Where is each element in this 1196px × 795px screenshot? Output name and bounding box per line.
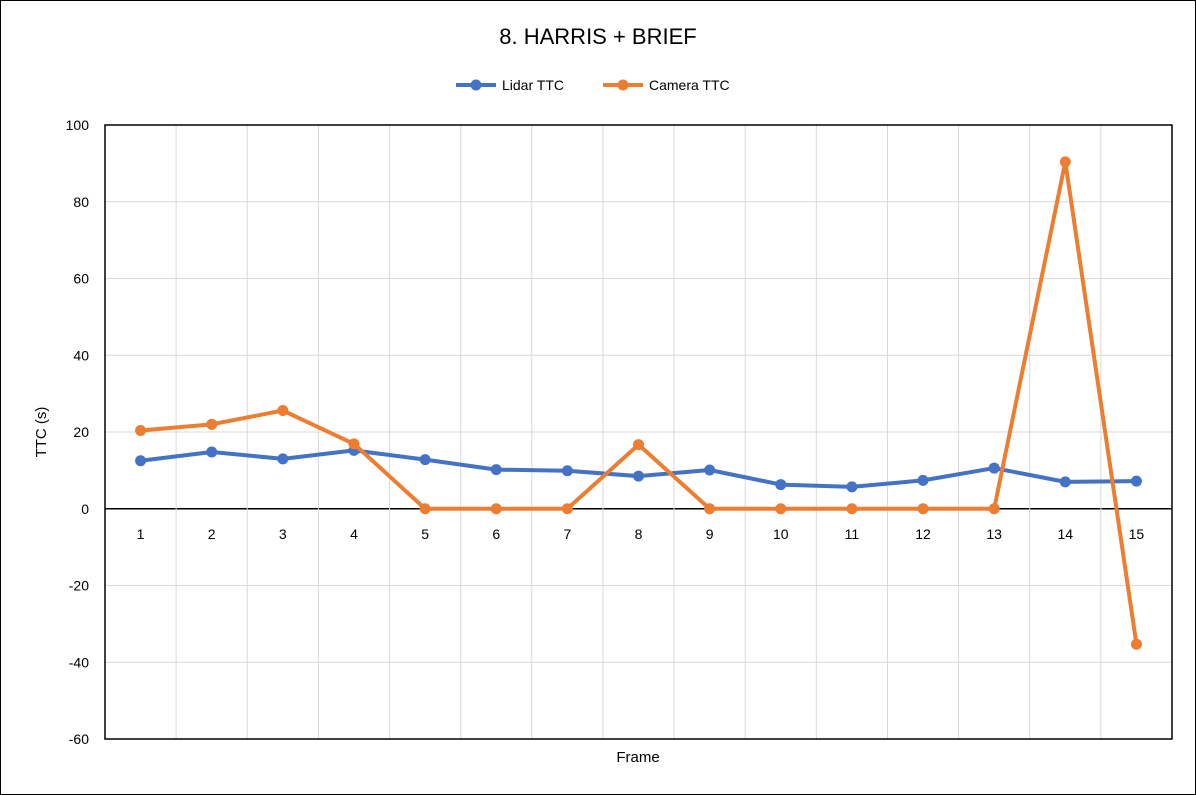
y-tick-label: 100 — [66, 117, 90, 133]
data-point — [633, 470, 644, 482]
data-point — [1130, 475, 1142, 487]
y-tick-label: 40 — [73, 347, 89, 363]
legend-marker — [470, 79, 482, 91]
y-tick-label: 0 — [81, 501, 89, 517]
data-point — [561, 465, 573, 477]
y-tick-label: -20 — [69, 578, 89, 594]
x-tick-labels: 1 2 3 4 5 6 7 8 9 10 11 12 13 14 15 — [137, 526, 1145, 542]
x-tick-label: 2 — [208, 526, 216, 542]
gridlines — [104, 124, 1173, 740]
x-tick-label: 7 — [563, 526, 571, 542]
legend-marker — [617, 79, 629, 91]
y-tick-label: -40 — [69, 654, 89, 670]
data-point — [348, 438, 360, 450]
data-point — [988, 503, 1000, 515]
legend: Lidar TTC Camera TTC — [456, 77, 730, 93]
x-tick-label: 4 — [350, 526, 358, 542]
y-tick-label: 60 — [73, 271, 89, 287]
data-point — [917, 474, 929, 486]
x-tick-label: 8 — [635, 526, 643, 542]
y-tick-label: 20 — [73, 424, 89, 440]
x-tick-label: 5 — [421, 526, 429, 542]
data-point — [490, 464, 502, 476]
data-point — [561, 503, 573, 515]
x-tick-label: 9 — [706, 526, 714, 542]
data-point — [988, 462, 1000, 474]
data-point — [1130, 638, 1142, 650]
x-tick-label: 14 — [1058, 526, 1074, 542]
series-camera-ttc — [135, 156, 1142, 650]
plot-area-border — [104, 124, 1173, 740]
x-tick-label: 12 — [915, 526, 931, 542]
data-point — [1059, 156, 1071, 168]
data-point — [135, 424, 147, 436]
data-point — [633, 439, 644, 451]
data-point — [206, 446, 218, 458]
data-point — [1059, 476, 1071, 488]
data-point — [135, 455, 147, 467]
y-tick-label: -60 — [69, 731, 89, 747]
x-tick-label: 15 — [1129, 526, 1145, 542]
y-axis-title: TTC (s) — [33, 407, 50, 458]
y-tick-label: 80 — [73, 194, 89, 210]
chart-title: 8. HARRIS + BRIEF — [499, 24, 696, 49]
y-tick-labels: 100 80 60 40 20 0 -20 -40 -60 — [66, 117, 90, 747]
data-point — [704, 503, 716, 515]
data-point — [775, 503, 787, 515]
data-point — [704, 464, 716, 476]
legend-item: Lidar TTC — [456, 77, 564, 93]
data-point — [277, 405, 289, 417]
data-point — [775, 479, 787, 491]
data-point — [490, 503, 502, 515]
legend-item: Camera TTC — [603, 77, 730, 93]
data-point — [846, 503, 858, 515]
series-lidar-ttc — [135, 444, 1142, 493]
data-point — [206, 418, 218, 430]
x-tick-label: 6 — [492, 526, 500, 542]
x-tick-label: 3 — [279, 526, 287, 542]
legend-label: Lidar TTC — [502, 77, 564, 93]
data-point — [917, 503, 929, 515]
x-tick-label: 10 — [773, 526, 789, 542]
data-point — [277, 453, 289, 465]
x-tick-label: 11 — [845, 526, 860, 542]
x-axis-title: Frame — [616, 749, 659, 766]
data-point — [846, 481, 858, 493]
x-tick-label: 13 — [986, 526, 1002, 542]
data-point — [419, 454, 431, 466]
data-point — [419, 503, 431, 515]
series-layer — [135, 156, 1142, 650]
x-tick-label: 1 — [137, 526, 145, 542]
series-line — [138, 159, 1139, 647]
legend-label: Camera TTC — [649, 77, 730, 93]
